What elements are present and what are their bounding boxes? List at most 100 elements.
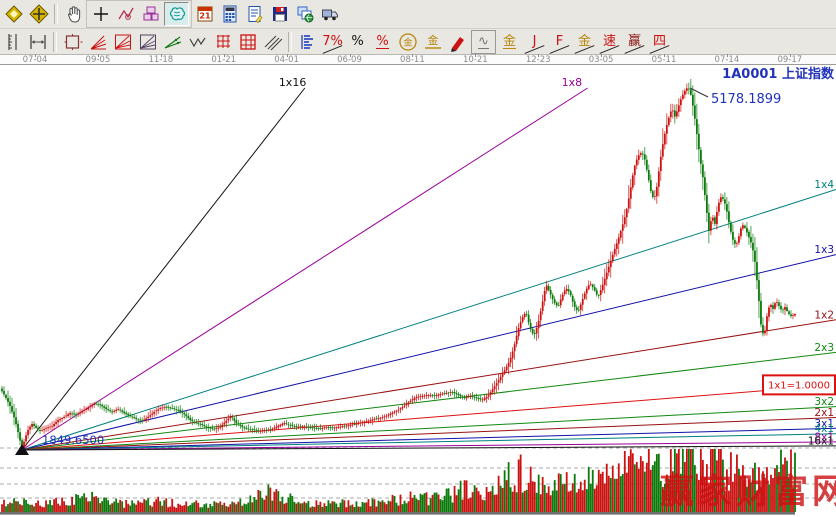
gann-label-3x2: 3x2: [814, 396, 834, 408]
gold-coin-circle-icon[interactable]: 金: [396, 31, 419, 53]
angle-measure-tool-icon[interactable]: [114, 3, 137, 25]
candle-bodies-up: [23, 88, 796, 450]
date-tick-label: 06-09: [337, 55, 362, 65]
toolbar-separator: [53, 31, 57, 52]
wave-box-icon[interactable]: ∿: [471, 29, 496, 54]
gann-fan-box-icon[interactable]: [111, 31, 134, 53]
percent-underline-icon-glyph: %: [376, 33, 389, 49]
wave-box-icon-glyph: ∿: [478, 33, 489, 49]
vertical-ruler-icon[interactable]: [1, 31, 24, 53]
origin-price-label: 1849.6500: [42, 433, 104, 447]
toolbar-separator: [54, 4, 58, 24]
gold-underline-icon[interactable]: 金: [498, 31, 521, 53]
volume-baseline: [0, 512, 795, 515]
date-tick-mark: [412, 54, 414, 57]
save-icon[interactable]: [268, 3, 291, 25]
gold-angle-icon-glyph: 金: [577, 34, 591, 49]
gann-label-8x1: 8x1: [814, 431, 834, 443]
hand-tool-icon[interactable]: [62, 3, 85, 25]
date-tick-label: 03-05: [588, 55, 614, 65]
date-tick-mark: [789, 54, 791, 57]
notes-icon[interactable]: [243, 3, 266, 25]
brush-pen-icon[interactable]: [446, 31, 469, 53]
date-tick-mark: [286, 54, 288, 57]
gann-label-1x3: 1x3: [814, 244, 834, 256]
shapes-tool-icon[interactable]: [139, 3, 162, 25]
candle-bodies-down: [1, 88, 792, 449]
gann-label-16x1: 16x1: [808, 435, 834, 447]
gann-line-8x1: [21, 441, 836, 451]
gann-line-1x4: [21, 189, 836, 451]
horizontal-spacing-icon[interactable]: [26, 31, 49, 53]
percent-underline-icon[interactable]: %: [371, 31, 394, 53]
percent-icon[interactable]: %: [346, 31, 369, 53]
percent-icon-glyph: %: [351, 34, 364, 49]
j-angle-icon[interactable]: J: [523, 31, 546, 54]
gann-wizard-icon[interactable]: [164, 2, 189, 26]
four-angle-icon[interactable]: 四: [648, 31, 671, 54]
date-tick-mark: [223, 54, 225, 57]
date-tick-mark: [160, 54, 162, 57]
gann-label-2x3: 2x3: [814, 342, 834, 354]
speed-angle-icon[interactable]: 速: [598, 31, 621, 54]
gann-label-1x16: 1x16: [279, 76, 307, 89]
gann-line-16x1: [21, 445, 836, 451]
crosshair-tool-icon[interactable]: [89, 3, 112, 25]
gann-label-1x8: 1x8: [562, 76, 583, 89]
chart-title: 1A0001 上证指数: [722, 66, 835, 82]
gann-line-4x1: [21, 433, 836, 451]
toolbar-row-2: 7%%% 金金 ∿ 金 J F 金速赢四: [0, 29, 836, 55]
gann-label-4x1: 4x1: [814, 423, 834, 435]
box-frame-tool-icon[interactable]: [61, 31, 84, 53]
gann-grid-box-icon[interactable]: [236, 31, 259, 53]
windows-globe-icon[interactable]: [293, 3, 316, 25]
gann-box-dark-icon[interactable]: [136, 31, 159, 53]
date-tick-label: 08-11: [400, 55, 425, 65]
gann-fan-icon[interactable]: [86, 31, 109, 53]
date-tick-label: 04-01: [274, 55, 299, 65]
speed-lines-icon[interactable]: [161, 31, 184, 53]
gann-line-2x1: [21, 416, 836, 451]
f-angle-icon[interactable]: F: [548, 31, 571, 54]
percent-slash-icon[interactable]: 7%: [321, 31, 344, 54]
date-tick-label: 12-23: [525, 55, 551, 65]
gold-angle-icon[interactable]: 金: [573, 31, 596, 54]
gann-line-1x3: [21, 254, 836, 451]
calculator-icon[interactable]: [218, 3, 241, 25]
gold-coin-line-icon[interactable]: 金: [421, 31, 444, 53]
pan-left-icon[interactable]: [2, 3, 25, 25]
candle-wicks-down: [1, 78, 792, 452]
stats-panel-icon[interactable]: [296, 31, 319, 53]
date-tick-mark: [726, 54, 728, 57]
pan-all-directions-icon[interactable]: [27, 3, 50, 25]
svg-text:金: 金: [427, 33, 438, 47]
date-tick-label: 01-21: [211, 55, 237, 65]
chart-area[interactable]: 1x16 1x8 1x4 1x3 1x2 2x3 1x1=1.0000 3x2 2x1 3x1 4x…: [0, 65, 836, 517]
gann-line-1x2: [21, 319, 836, 451]
gold-underline-icon-glyph: 金: [502, 33, 516, 49]
toolbar-separator: [288, 31, 292, 52]
date-tick-label: 10-21: [462, 55, 488, 65]
calendar-icon[interactable]: 21: [193, 3, 216, 25]
gann-label-3x1: 3x1: [814, 418, 834, 430]
watermark: 赢家财富网: [660, 472, 836, 512]
speed-angle-icon-glyph: 速: [602, 34, 616, 49]
date-tick-label: 11-18: [148, 55, 174, 65]
gann-line-2x3: [21, 351, 836, 451]
candlestick-chart-canvas[interactable]: 1x16 1x8 1x4 1x3 1x2 2x3 1x1=1.0000 3x22x13x14x…: [0, 65, 836, 517]
gann-grid-icon[interactable]: [211, 31, 234, 53]
svg-text:金: 金: [403, 36, 412, 48]
toolbox-truck-icon[interactable]: [318, 3, 341, 25]
four-angle-icon-glyph: 四: [652, 34, 666, 49]
zigzag-wave-icon[interactable]: [186, 31, 209, 53]
gann-label-1x4: 1x4: [814, 179, 834, 191]
parallel-lines-icon[interactable]: [261, 31, 284, 53]
win-angle-icon[interactable]: 赢: [623, 31, 646, 54]
tool-group: [86, 0, 192, 28]
toolbar-row-1: 21: [0, 0, 836, 29]
gann-line-3x2: [21, 406, 836, 451]
date-tick-mark: [475, 54, 477, 57]
gann-label-2x1: 2x1: [814, 407, 834, 419]
gann-1x1-label-box: [762, 374, 836, 396]
